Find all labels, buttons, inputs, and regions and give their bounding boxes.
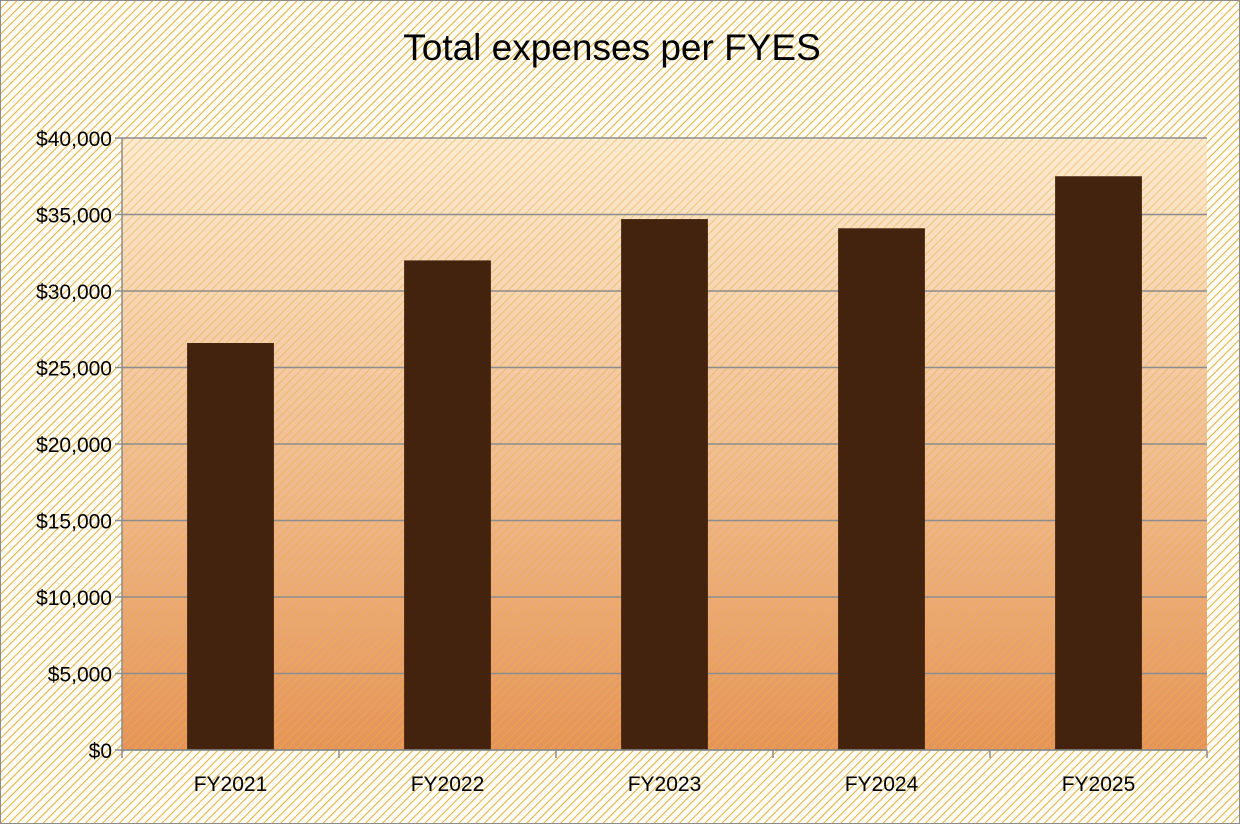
y-tick-label: $20,000 xyxy=(36,434,112,457)
y-tick-label: $35,000 xyxy=(36,205,112,228)
y-tick-label: $5,000 xyxy=(48,664,112,687)
y-tick-label: $40,000 xyxy=(36,128,112,151)
bars xyxy=(187,176,1142,751)
y-tick-labels: $0 $5,000 $10,000 $15,000 $20,000 $25,000 $30,… xyxy=(36,128,112,763)
bar-fy2022 xyxy=(404,260,491,750)
y-tick-label: $25,000 xyxy=(36,358,112,381)
x-tick-label: FY2021 xyxy=(194,773,268,796)
bar-fy2024 xyxy=(838,228,925,750)
y-tick-label: $15,000 xyxy=(36,511,112,534)
x-tick-label: FY2025 xyxy=(1062,773,1136,796)
bar-fy2021 xyxy=(187,343,274,750)
x-tick-label: FY2023 xyxy=(628,773,702,796)
y-tick-label: $10,000 xyxy=(36,587,112,610)
bar-fy2023 xyxy=(621,219,708,751)
y-tick-label: $30,000 xyxy=(36,281,112,304)
x-tick-label: FY2024 xyxy=(845,773,919,796)
y-tick-label: $0 xyxy=(89,740,112,763)
axes xyxy=(121,138,1208,758)
bar-fy2025 xyxy=(1055,176,1142,750)
x-tick-label: FY2022 xyxy=(411,773,485,796)
chart-title: Total expenses per FYES xyxy=(403,27,821,68)
x-tick-labels: FY2021 FY2022 FY2023 FY2024 FY2025 xyxy=(194,773,1136,796)
